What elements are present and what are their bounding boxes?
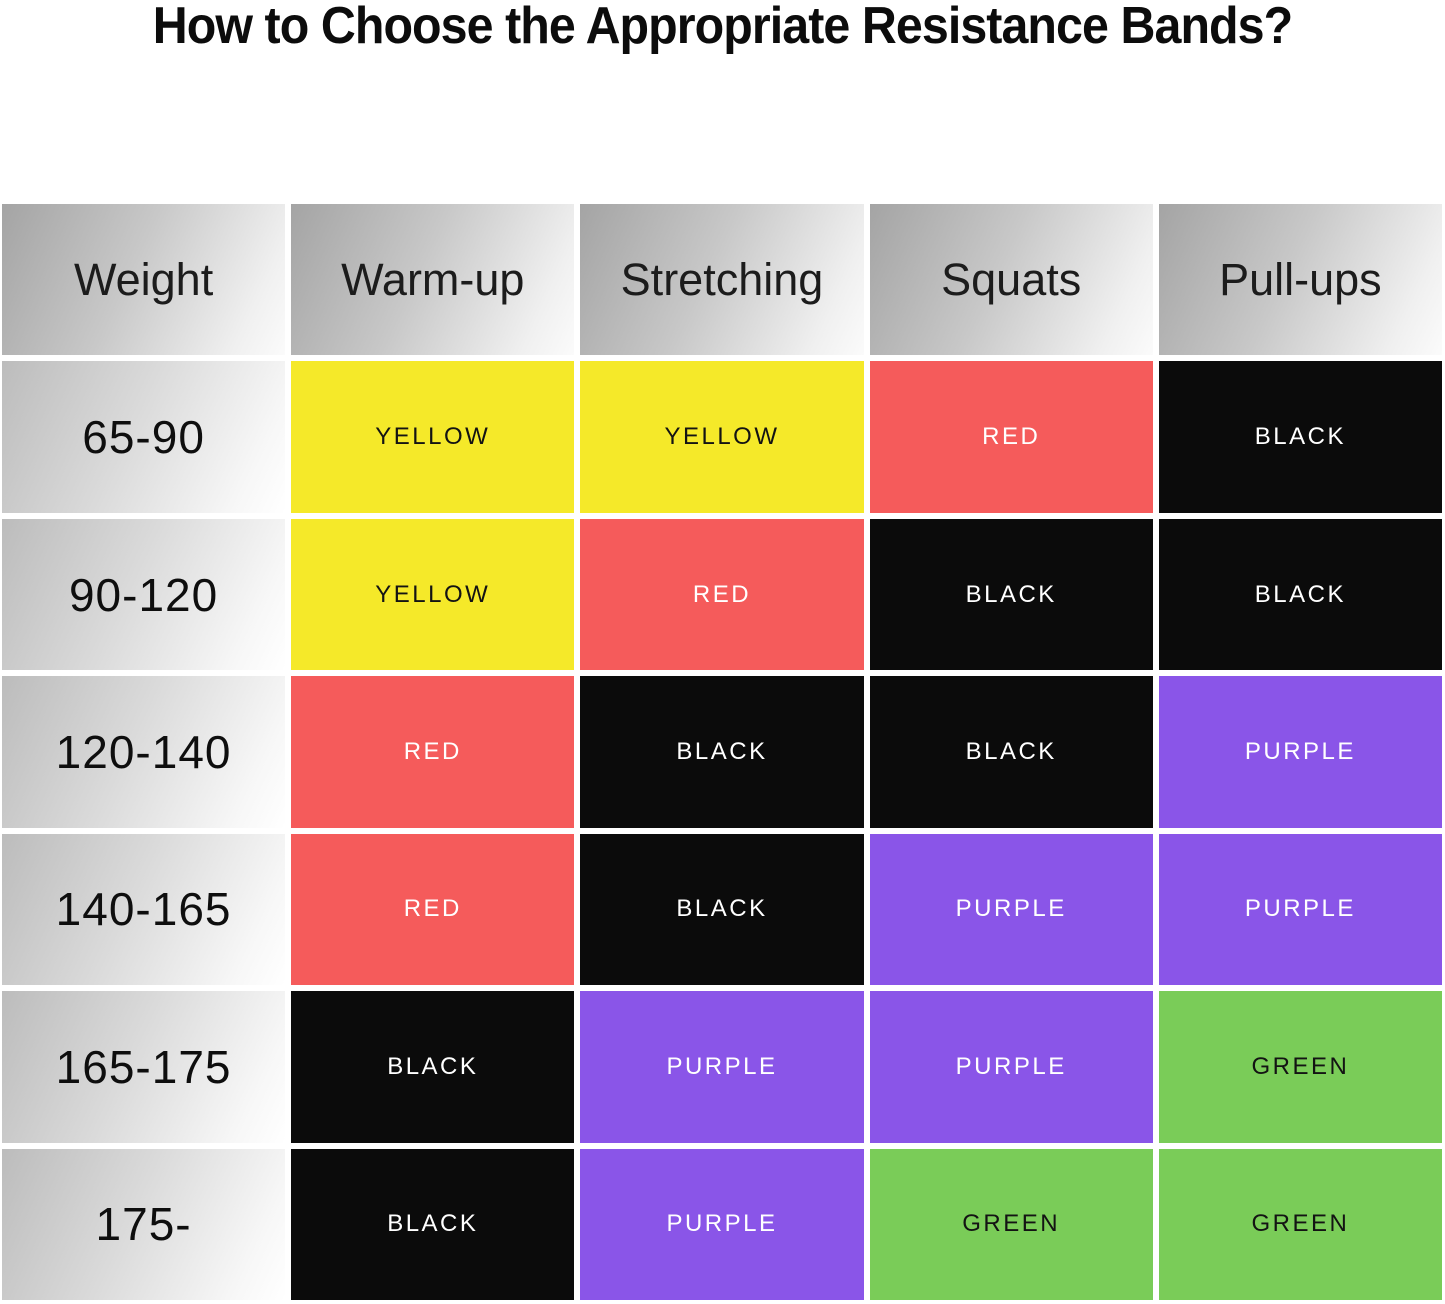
band-cell-black: BLACK (291, 1148, 575, 1300)
band-cell-purple: PURPLE (869, 991, 1153, 1143)
band-cell-purple: PURPLE (1158, 833, 1442, 986)
weight-range-cell: 90-120 (2, 518, 286, 671)
band-cell-purple: PURPLE (580, 1148, 864, 1300)
band-cell-black: BLACK (291, 991, 575, 1143)
column-header-pull-ups: Pull-ups (1158, 204, 1442, 356)
weight-range-cell: 120-140 (2, 676, 286, 828)
band-cell-red: RED (869, 361, 1153, 513)
band-cell-red: RED (291, 676, 575, 828)
band-cell-green: GREEN (869, 1148, 1153, 1300)
band-cell-purple: PURPLE (869, 833, 1153, 986)
band-cell-green: GREEN (1158, 991, 1442, 1143)
band-cell-black: BLACK (869, 676, 1153, 828)
band-cell-yellow: YELLOW (580, 361, 864, 513)
column-header-weight: Weight (2, 204, 286, 356)
band-cell-red: RED (291, 833, 575, 986)
weight-range-cell: 165-175 (2, 991, 286, 1143)
band-cell-black: BLACK (580, 833, 864, 986)
page-title: How to Choose the Appropriate Resistance… (152, 0, 1293, 55)
band-cell-green: GREEN (1158, 1148, 1442, 1300)
band-cell-black: BLACK (1158, 518, 1442, 671)
weight-range-cell: 175- (2, 1148, 286, 1300)
column-header-squats: Squats (869, 204, 1153, 356)
column-header-stretching: Stretching (580, 204, 864, 356)
column-header-warm-up: Warm-up (291, 204, 575, 356)
resistance-band-table: Weight Warm-up Stretching Squats Pull-ups 65-… (2, 204, 1442, 1300)
band-cell-yellow: YELLOW (291, 518, 575, 671)
band-cell-red: RED (580, 518, 864, 671)
band-cell-black: BLACK (1158, 361, 1442, 513)
weight-range-cell: 65-90 (2, 361, 286, 513)
band-cell-purple: PURPLE (1158, 676, 1442, 828)
band-cell-black: BLACK (580, 676, 864, 828)
band-cell-yellow: YELLOW (291, 361, 575, 513)
band-cell-black: BLACK (869, 518, 1153, 671)
band-cell-purple: PURPLE (580, 991, 864, 1143)
weight-range-cell: 140-165 (2, 833, 286, 986)
